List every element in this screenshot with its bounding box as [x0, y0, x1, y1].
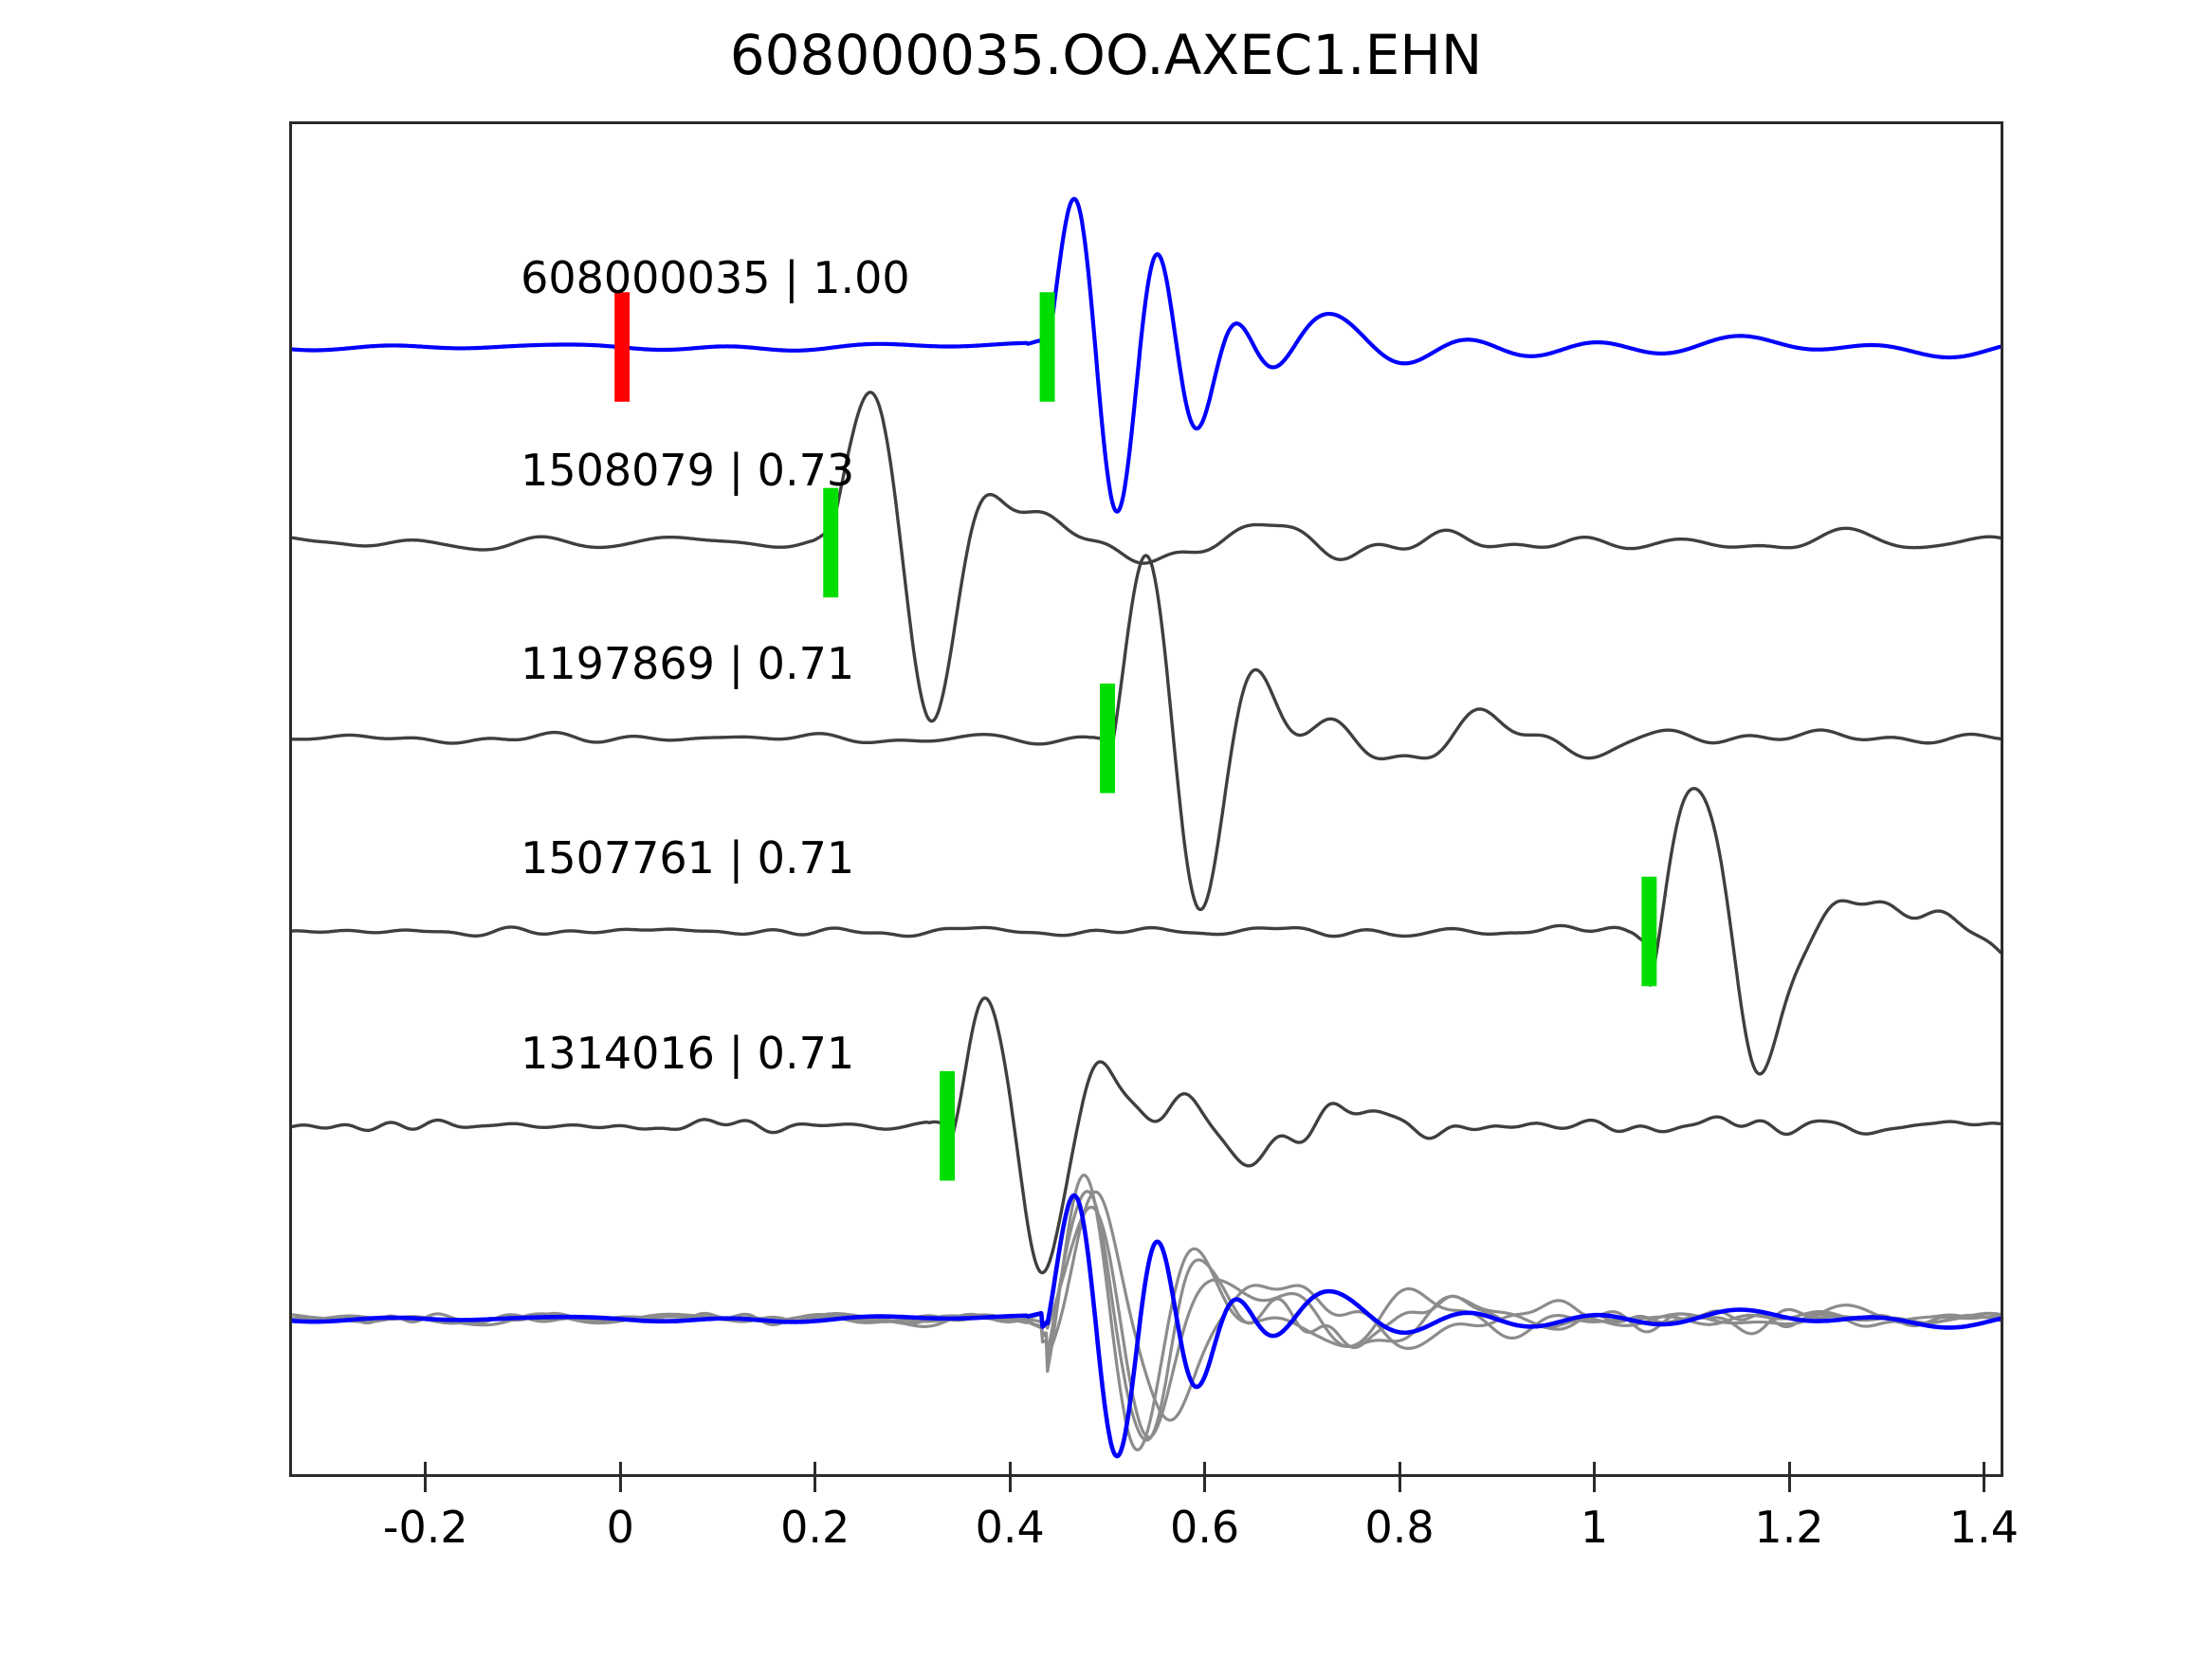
x-tick-7 [1787, 1477, 1791, 1492]
pick-marker-1507761[interactable] [1641, 876, 1657, 987]
x-tick-inner-2 [814, 1462, 817, 1477]
chart-title: 608000035.OO.AXEC1.EHN [729, 23, 1483, 87]
x-tick-inner-3 [1008, 1462, 1012, 1477]
x-tick-inner-7 [1787, 1462, 1791, 1477]
waveform-trace-1508079 [292, 391, 2001, 723]
waveform-trace-1197869 [292, 554, 2001, 912]
stack-trace-template [292, 1193, 2001, 1459]
waveform-trace-1507761 [292, 787, 2001, 1076]
x-tick-label-4: 0.6 [1170, 1502, 1240, 1553]
x-tick-inner-8 [1982, 1462, 1985, 1477]
x-tick-label-3: 0.4 [975, 1502, 1045, 1553]
x-tick-label-8: 1.4 [1948, 1502, 2020, 1553]
x-tick-2 [814, 1477, 817, 1492]
x-tick-4 [1203, 1477, 1207, 1492]
x-tick-inner-6 [1593, 1462, 1597, 1477]
x-tick-inner-4 [1203, 1462, 1207, 1477]
x-tick-label-6: 1 [1580, 1502, 1609, 1553]
x-tick-5 [1398, 1477, 1401, 1492]
pick-marker-608000035[interactable] [1039, 292, 1055, 402]
trace-label-1197869: 1197869 | 0.71 [521, 638, 855, 690]
waveform-trace-1314016 [292, 996, 2001, 1275]
pick-marker-1314016[interactable] [940, 1070, 956, 1181]
x-tick-inner-0 [424, 1462, 428, 1477]
x-tick-3 [1008, 1477, 1012, 1492]
stack-trace-1197869 [292, 1173, 2001, 1452]
x-tick-6 [1593, 1477, 1597, 1492]
trace-label-1507761: 1507761 | 0.71 [521, 831, 855, 884]
plot-frame [289, 121, 2003, 1477]
x-tick-label-5: 0.8 [1364, 1502, 1435, 1553]
x-tick-label-1: 0 [606, 1502, 634, 1553]
trace-label-1314016: 1314016 | 0.71 [521, 1027, 855, 1079]
waveform-trace-608000035 [292, 196, 2001, 514]
x-tick-label-2: 0.2 [780, 1502, 850, 1553]
trace-label-1508079: 1508079 | 0.73 [521, 444, 855, 496]
trace-label-608000035: 608000035 | 1.00 [521, 251, 910, 303]
stack-trace-1507761 [292, 1190, 2001, 1422]
x-tick-label-7: 1.2 [1754, 1502, 1824, 1553]
x-tick-inner-5 [1398, 1462, 1401, 1477]
x-tick-1 [618, 1477, 622, 1492]
origin-marker-608000035[interactable] [614, 292, 631, 402]
x-tick-8 [1982, 1477, 1985, 1492]
waveform-plot [292, 196, 2001, 1459]
x-tick-0 [424, 1477, 428, 1492]
pick-marker-1197869[interactable] [1100, 684, 1116, 793]
x-tick-inner-1 [618, 1462, 622, 1477]
x-tick-label-0: -0.2 [382, 1502, 468, 1553]
pick-marker-1508079[interactable] [823, 487, 839, 598]
